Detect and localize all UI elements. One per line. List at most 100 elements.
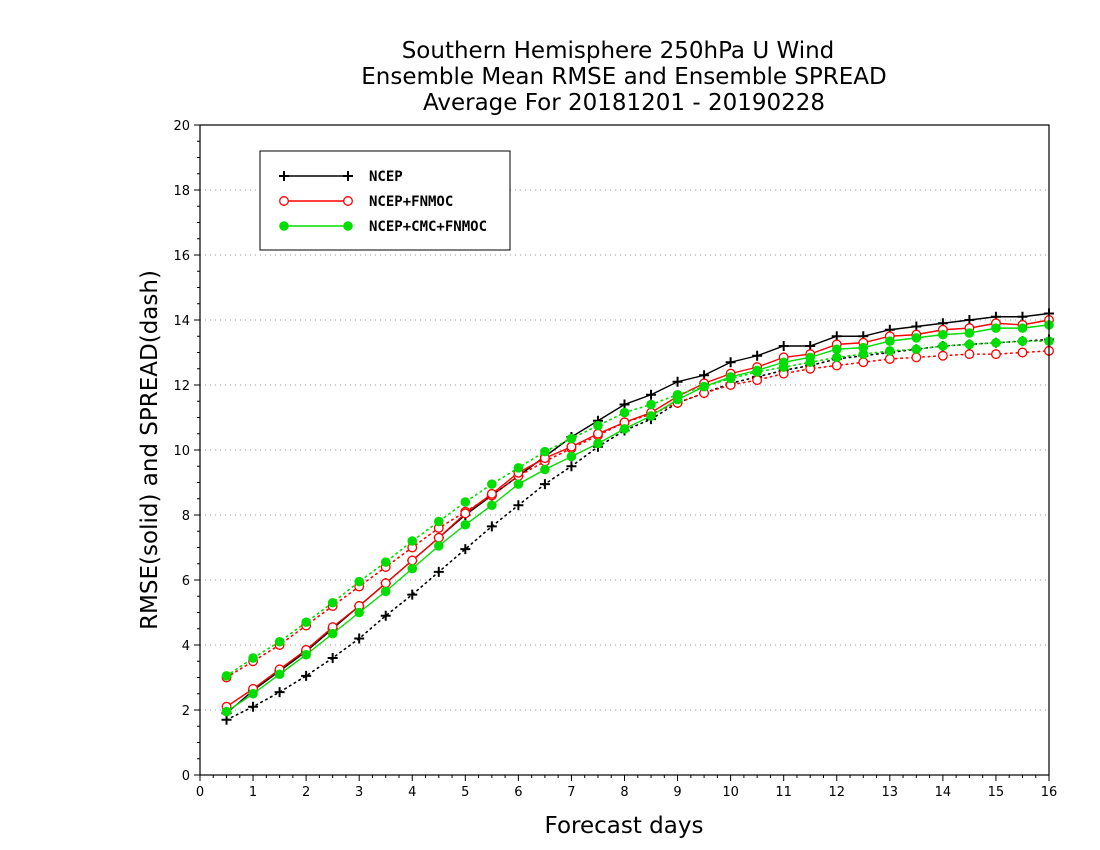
spread-point-ncep (486, 521, 497, 532)
rmse-point-ncep-cmc-fnmoc (540, 464, 550, 475)
legend-marker-end-ncep (343, 171, 353, 181)
spread-point-ncep-fnmoc (937, 350, 948, 361)
rmse-point-ncep-cmc-fnmoc (699, 381, 709, 392)
rmse-point-ncep (725, 357, 736, 368)
spread-point-ncep-cmc-fnmoc (991, 337, 1001, 348)
x-tick-label-1: 1 (249, 785, 257, 800)
rmse-point-ncep-cmc-fnmoc (805, 352, 816, 363)
y-tick-label-20: 20 (173, 119, 190, 134)
y-tick-label-14: 14 (173, 314, 190, 329)
legend-marker-end-ncep-fnmoc (343, 196, 353, 206)
legend-label-ncep: NCEP (369, 169, 403, 185)
legend-marker-start-ncep-cmc-fnmoc (279, 221, 289, 231)
spread-point-ncep-cmc-fnmoc (327, 597, 338, 608)
spread-point-ncep (327, 653, 338, 663)
rmse-point-ncep-cmc-fnmoc (221, 706, 232, 717)
chart-title-line-3: Average For 20181201 - 20190228 (423, 90, 825, 116)
rmse-point-ncep-cmc-fnmoc (487, 500, 497, 511)
x-tick-label-5: 5 (461, 785, 469, 800)
y-axis-label: RMSE(solid) and SPREAD(dash) (137, 270, 163, 630)
legend-label-ncep-fnmoc: NCEP+FNMOC (369, 194, 453, 210)
spread-line-ncep (225, 338, 1050, 721)
spread-point-ncep-cmc-fnmoc (964, 339, 975, 350)
x-tick-label-15: 15 (988, 785, 1005, 800)
spread-point-ncep-fnmoc (911, 352, 922, 363)
spread-point-ncep-cmc-fnmoc (646, 399, 656, 410)
spread-point-ncep-fnmoc (858, 357, 869, 368)
rmse-point-ncep-fnmoc (593, 428, 603, 439)
legend-entries: NCEP NCEP+FNMOC NCEP+CMC+FNMOC (279, 169, 487, 235)
y-tick-label-16: 16 (173, 249, 190, 264)
y-tick-label-2: 2 (182, 704, 190, 719)
spread-point-ncep (301, 670, 312, 681)
legend-label-ncep-cmc-fnmoc: NCEP+CMC+FNMOC (369, 219, 487, 235)
spread-point-ncep-cmc-fnmoc (221, 671, 232, 681)
spread-point-ncep-cmc-fnmoc (885, 346, 895, 356)
spread-point-ncep-cmc-fnmoc (354, 576, 364, 587)
rmse-point-ncep-cmc-fnmoc (248, 688, 258, 699)
rmse-point-ncep-cmc-fnmoc (274, 669, 285, 680)
spread-point-ncep (539, 479, 550, 490)
spread-point-ncep (407, 589, 418, 600)
spread-point-ncep-cmc-fnmoc (831, 352, 842, 363)
spread-point-ncep-fnmoc (831, 360, 842, 371)
spread-point-ncep-cmc-fnmoc (566, 433, 577, 444)
chart-title-line-2: Ensemble Mean RMSE and Ensemble SPREAD (361, 64, 886, 90)
spread-point-ncep-cmc-fnmoc (274, 636, 285, 647)
legend-marker-end-ncep-cmc-fnmoc (343, 221, 353, 231)
spread-point-ncep (513, 500, 524, 511)
x-tick-label-4: 4 (408, 785, 416, 800)
rmse-point-ncep-cmc-fnmoc (831, 344, 842, 355)
x-axis-label: Forecast days (545, 813, 704, 839)
rmse-point-ncep-fnmoc (460, 508, 471, 519)
spread-point-ncep-fnmoc (990, 349, 1001, 360)
y-tick-label-0: 0 (182, 769, 190, 784)
spread-point-ncep-cmc-fnmoc (407, 536, 418, 546)
spread-point-ncep (274, 687, 285, 698)
rmse-point-ncep-cmc-fnmoc (407, 563, 418, 574)
rmse-line-ncep-fnmoc (226, 319, 1050, 708)
rmse-point-ncep-cmc-fnmoc (646, 411, 656, 421)
series-ncep (221, 308, 1054, 725)
spread-point-ncep-cmc-fnmoc (593, 420, 603, 431)
rmse-point-ncep-cmc-fnmoc (1017, 323, 1028, 333)
rmse-point-ncep-cmc-fnmoc (778, 357, 789, 368)
spread-point-ncep-cmc-fnmoc (380, 557, 391, 567)
x-tick-label-14: 14 (935, 785, 952, 800)
rmse-point-ncep-fnmoc (566, 441, 577, 452)
spread-point-ncep-cmc-fnmoc (460, 497, 471, 507)
spread-point-ncep-cmc-fnmoc (301, 617, 311, 628)
legend-box (259, 150, 511, 251)
y-tick-label-8: 8 (182, 509, 190, 524)
legend-item-ncep: NCEP (279, 169, 403, 185)
spread-point-ncep (248, 701, 259, 712)
rmse-point-ncep (752, 350, 763, 361)
spread-point-ncep-fnmoc (884, 354, 895, 364)
legend-item-ncep-cmc-fnmoc: NCEP+CMC+FNMOC (279, 219, 487, 235)
rmse-line-ncep-cmc-fnmoc (226, 324, 1050, 713)
rmse-point-ncep-cmc-fnmoc (593, 438, 603, 449)
y-tick-label-6: 6 (182, 574, 190, 589)
rmse-point-ncep-cmc-fnmoc (991, 323, 1001, 333)
x-tick-label-0: 0 (196, 785, 204, 800)
rmse-point-ncep (672, 376, 683, 387)
spread-point-ncep (380, 610, 391, 621)
spread-point-ncep-cmc-fnmoc (540, 446, 550, 457)
x-tick-label-8: 8 (620, 785, 628, 800)
rmse-point-ncep-cmc-fnmoc (433, 541, 444, 551)
rmse-point-ncep-cmc-fnmoc (619, 424, 630, 434)
spread-point-ncep-cmc-fnmoc (248, 653, 258, 663)
y-tick-label-18: 18 (173, 184, 190, 199)
rmse-point-ncep-fnmoc (486, 488, 497, 499)
x-axis-ticks: 0 1 2 3 4 5 6 7 8 9 10 11 12 13 14 15 16 (196, 775, 1057, 800)
spread-point-ncep (566, 461, 577, 472)
chart-title: Southern Hemisphere 250hPa U Wind Ensemb… (361, 38, 886, 116)
legend-marker-start-ncep (279, 171, 289, 181)
spread-point-ncep-cmc-fnmoc (513, 463, 524, 473)
spread-point-ncep-cmc-fnmoc (938, 341, 948, 351)
x-tick-label-13: 13 (882, 785, 899, 800)
rmse-point-ncep-fnmoc (433, 532, 444, 543)
x-tick-label-2: 2 (302, 785, 310, 800)
rmse-point-ncep (646, 389, 657, 400)
